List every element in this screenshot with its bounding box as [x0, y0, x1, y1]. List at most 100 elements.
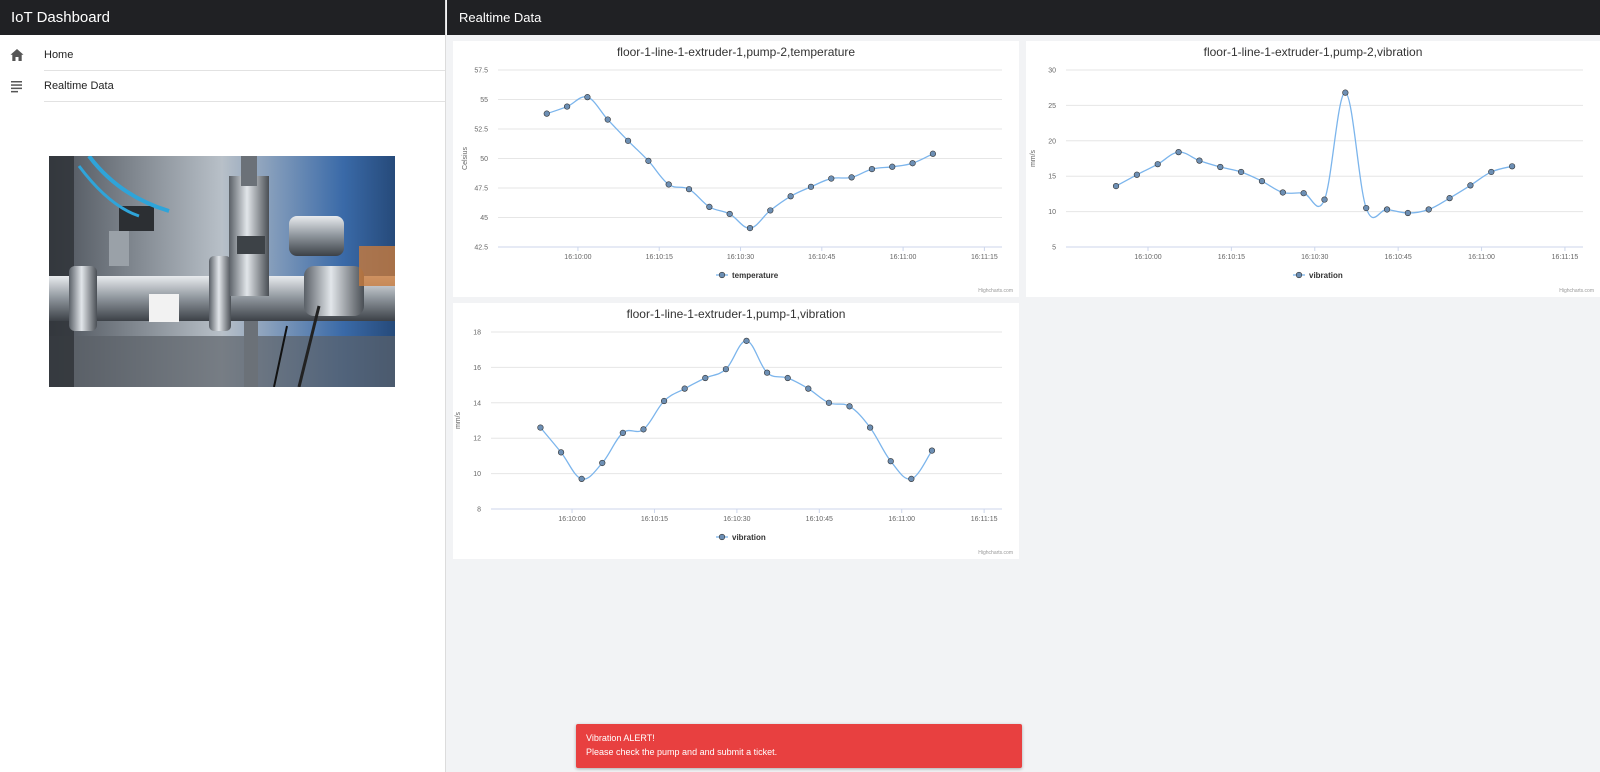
x-tick-label: 16:10:45	[806, 516, 833, 523]
chart-svg: floor-1-line-1-extruder-1,pump-2,vibrati…	[1030, 45, 1594, 294]
x-tick-label: 16:10:00	[564, 254, 591, 261]
x-tick-label: 16:11:15	[971, 516, 998, 523]
data-point	[767, 207, 774, 214]
x-tick-label: 16:11:00	[890, 254, 917, 261]
data-point	[1112, 183, 1120, 190]
data-point	[726, 210, 733, 218]
data-point	[848, 174, 855, 181]
data-point	[1509, 163, 1516, 170]
data-point	[685, 186, 693, 193]
home-icon	[10, 49, 24, 61]
sidebar-item-realtime-data[interactable]: Realtime Data	[11, 71, 445, 102]
y-tick-label: 47.5	[474, 186, 488, 193]
x-tick-label: 16:11:15	[971, 254, 998, 261]
y-tick-label: 18	[473, 330, 481, 337]
legend-label: temperature	[732, 271, 779, 280]
x-tick-label: 16:10:30	[723, 516, 750, 523]
y-tick-label: 15	[1048, 174, 1056, 181]
data-point	[660, 397, 668, 405]
data-point	[784, 374, 791, 382]
data-point	[1175, 149, 1182, 156]
data-point	[624, 137, 632, 144]
data-point	[1425, 206, 1432, 213]
data-point	[1488, 168, 1495, 176]
series-line	[1115, 92, 1513, 219]
data-point	[604, 116, 611, 123]
vibration-alert-toast[interactable]: Vibration ALERT! Please check the pump a…	[576, 724, 1022, 768]
data-point	[681, 385, 688, 392]
data-point	[578, 475, 585, 483]
y-axis-title: Celsius	[462, 147, 469, 170]
data-point	[706, 203, 713, 210]
x-tick-label: 16:10:15	[1218, 254, 1245, 261]
series-line	[546, 96, 934, 229]
sidebar: IoT Dashboard Home Realtime Data	[0, 0, 446, 772]
chart-title: floor-1-line-1-extruder-1,pump-2,tempera…	[617, 45, 855, 59]
x-tick-label: 16:10:15	[641, 516, 668, 523]
y-tick-label: 12	[473, 436, 481, 443]
data-point	[787, 193, 794, 200]
data-point	[1467, 182, 1474, 189]
data-point	[563, 103, 571, 110]
data-point	[868, 166, 876, 173]
x-tick-label: 16:10:30	[727, 254, 754, 261]
data-point	[1404, 209, 1411, 217]
data-point	[909, 160, 916, 167]
data-point	[584, 94, 591, 101]
data-point	[1321, 196, 1328, 203]
data-point	[889, 163, 896, 170]
y-tick-label: 14	[473, 400, 481, 407]
chart-title: floor-1-line-1-extruder-1,pump-2,vibrati…	[1204, 45, 1423, 59]
y-tick-label: 16	[473, 365, 481, 372]
x-tick-label: 16:10:45	[808, 254, 835, 261]
y-tick-label: 20	[1048, 138, 1056, 145]
data-point	[1133, 171, 1140, 178]
data-point	[702, 374, 709, 382]
data-point	[722, 366, 729, 373]
y-tick-label: 8	[477, 507, 481, 514]
data-point	[807, 183, 815, 190]
data-point	[1217, 163, 1224, 171]
industrial-pump-photo	[49, 156, 395, 387]
sidebar-item-label: Home	[44, 49, 74, 61]
legend-marker	[718, 533, 726, 541]
y-tick-label: 42.5	[474, 245, 488, 252]
data-point	[1196, 157, 1203, 164]
y-tick-label: 5	[1052, 245, 1056, 252]
data-point	[640, 426, 647, 433]
data-point	[1363, 204, 1370, 212]
sidebar-item-home[interactable]: Home	[10, 40, 445, 71]
data-point	[619, 429, 626, 436]
y-tick-label: 45	[480, 215, 488, 222]
data-point	[599, 459, 606, 467]
data-point	[1342, 89, 1349, 96]
data-point	[805, 385, 812, 392]
credits-label: Highcharts.com	[978, 550, 1013, 556]
y-tick-label: 30	[1048, 68, 1056, 75]
data-point	[887, 458, 894, 465]
page-title: Realtime Data	[447, 0, 1600, 35]
data-point	[908, 475, 915, 483]
credits-label: Highcharts.com	[978, 288, 1013, 294]
x-tick-label: 16:10:00	[1134, 254, 1161, 261]
data-point	[1258, 178, 1266, 185]
main-content: Realtime Data floor-1-line-1-extruder-1,…	[447, 0, 1600, 772]
chart-pump1-vibration: floor-1-line-1-extruder-1,pump-1,vibrati…	[453, 303, 1019, 559]
data-point	[846, 403, 853, 410]
legend-marker	[718, 271, 726, 279]
data-point	[1300, 190, 1307, 197]
y-tick-label: 57.5	[474, 68, 488, 75]
app-title: IoT Dashboard	[0, 0, 445, 35]
alert-message: Please check the pump and and submit a t…	[586, 747, 778, 757]
credits-label: Highcharts.com	[1559, 288, 1594, 294]
data-point	[537, 424, 544, 431]
data-point	[645, 157, 652, 164]
chart-pump2-temperature: floor-1-line-1-extruder-1,pump-2,tempera…	[453, 41, 1019, 297]
y-tick-label: 52.5	[474, 127, 488, 134]
data-point	[825, 399, 833, 406]
sidebar-item-label: Realtime Data	[44, 80, 114, 92]
data-point	[828, 175, 835, 182]
x-tick-label: 16:11:00	[888, 516, 915, 523]
data-point	[543, 110, 550, 117]
